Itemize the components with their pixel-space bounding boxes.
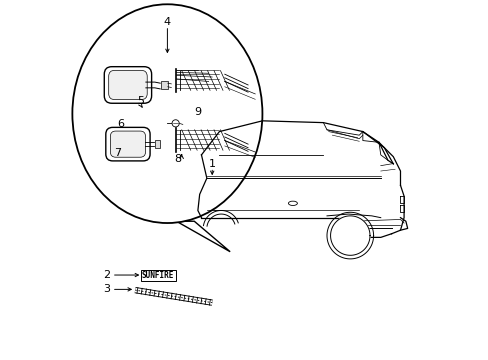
Bar bbox=[161, 81, 167, 89]
FancyBboxPatch shape bbox=[108, 70, 147, 100]
Text: 7: 7 bbox=[113, 148, 121, 158]
Text: 4: 4 bbox=[163, 17, 171, 27]
Text: 1: 1 bbox=[208, 159, 215, 169]
Text: SUNFIRE: SUNFIRE bbox=[142, 271, 174, 280]
Bar bbox=[154, 140, 160, 148]
Text: 3: 3 bbox=[103, 284, 110, 294]
Text: 9: 9 bbox=[194, 107, 201, 117]
Ellipse shape bbox=[72, 4, 262, 223]
FancyBboxPatch shape bbox=[141, 270, 175, 281]
Polygon shape bbox=[330, 216, 369, 255]
Polygon shape bbox=[176, 221, 230, 252]
FancyBboxPatch shape bbox=[104, 67, 151, 103]
Text: 2: 2 bbox=[102, 270, 110, 280]
Text: 8: 8 bbox=[174, 154, 182, 164]
Circle shape bbox=[172, 120, 179, 127]
Text: 6: 6 bbox=[117, 120, 124, 129]
Text: 5: 5 bbox=[137, 96, 143, 106]
FancyBboxPatch shape bbox=[105, 127, 150, 161]
FancyBboxPatch shape bbox=[110, 131, 145, 157]
